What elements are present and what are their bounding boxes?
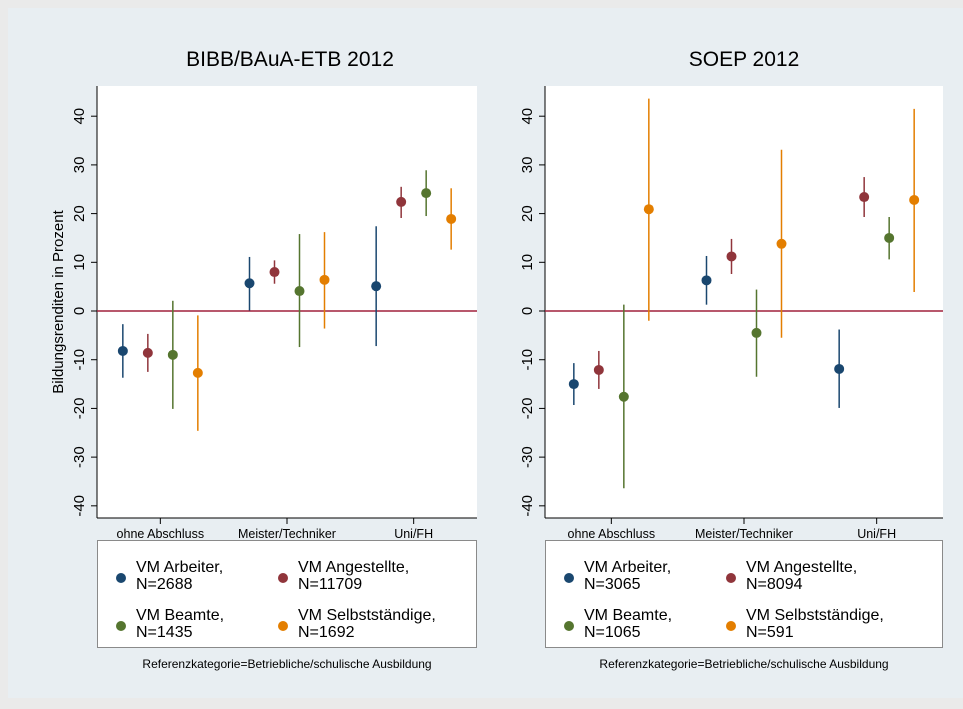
x-tick-label: Meister/Techniker <box>695 527 793 541</box>
point <box>859 192 870 203</box>
legend-marker <box>278 573 288 583</box>
point <box>701 275 712 286</box>
x-tick-label: Uni/FH <box>394 527 433 541</box>
y-tick-label: 30 <box>71 157 88 174</box>
point <box>751 327 762 338</box>
point <box>909 194 920 205</box>
legend-label: VM Arbeiter, N=2688 <box>136 559 224 593</box>
y-tick-label: 20 <box>71 205 88 222</box>
y-tick-label: -10 <box>71 349 88 371</box>
point <box>643 204 654 215</box>
y-axis-label: Bildungsrenditen in Prozent <box>50 209 67 393</box>
legend-marker <box>564 621 574 631</box>
y-tick-label: 10 <box>71 254 88 271</box>
legend: VM Arbeiter, N=2688 VM Angestellte, N=117… <box>97 540 477 648</box>
y-tick-label: -40 <box>71 495 88 517</box>
point <box>371 281 382 292</box>
point <box>726 251 737 262</box>
y-tick-label: -10 <box>519 349 536 371</box>
legend-label: VM Beamte, N=1435 <box>136 607 225 641</box>
y-tick-label: 40 <box>519 108 536 125</box>
legend-marker <box>726 573 736 583</box>
y-tick-label: -20 <box>71 398 88 420</box>
legend-label: VM Beamte, N=1065 <box>584 607 673 641</box>
x-tick-label: ohne Abschluss <box>117 527 205 541</box>
y-tick-label: 40 <box>71 108 88 125</box>
legend-marker <box>564 573 574 583</box>
y-tick-label: 30 <box>519 157 536 174</box>
y-tick-label: 10 <box>519 254 536 271</box>
note: Referenzkategorie=Betriebliche/schulisch… <box>599 657 889 671</box>
x-tick-label: Meister/Techniker <box>238 527 336 541</box>
legend-marker <box>116 573 126 583</box>
legend-label: VM Arbeiter, N=3065 <box>584 559 672 593</box>
point <box>269 267 280 278</box>
point <box>244 278 255 289</box>
x-tick-label: ohne Abschluss <box>568 527 656 541</box>
chart-title: SOEP 2012 <box>689 48 800 71</box>
point <box>884 232 895 243</box>
legend-label: VM Selbstständige, N=1692 <box>298 607 436 641</box>
point <box>446 213 457 224</box>
legend-marker <box>116 621 126 631</box>
legend-marker <box>726 621 736 631</box>
point <box>142 347 153 358</box>
x-tick-label: Uni/FH <box>857 527 896 541</box>
legend-label: VM Angestellte, N=11709 <box>298 559 410 593</box>
point <box>192 367 203 378</box>
point <box>294 286 305 297</box>
point <box>167 349 178 360</box>
plot-area <box>97 86 477 518</box>
y-tick-label: 20 <box>519 205 536 222</box>
y-tick-label: 0 <box>519 307 536 315</box>
plot-area <box>545 86 943 518</box>
y-tick-label: -30 <box>519 446 536 468</box>
legend-label: VM Selbstständige, N=591 <box>746 607 884 641</box>
note: Referenzkategorie=Betriebliche/schulisch… <box>142 657 432 671</box>
point <box>117 345 128 356</box>
y-tick-label: -30 <box>71 446 88 468</box>
point <box>776 238 787 249</box>
y-tick-label: -40 <box>519 495 536 517</box>
point <box>618 391 629 402</box>
legend-label: VM Angestellte, N=8094 <box>746 559 858 593</box>
point <box>319 274 330 285</box>
y-tick-label: -20 <box>519 398 536 420</box>
legend-marker <box>278 621 288 631</box>
point <box>568 379 579 390</box>
point <box>834 363 845 374</box>
point <box>593 364 604 375</box>
chart-title: BIBB/BAuA-ETB 2012 <box>186 48 394 71</box>
y-tick-label: 0 <box>71 307 88 315</box>
legend: VM Arbeiter, N=3065 VM Angestellte, N=809… <box>545 540 943 648</box>
point <box>396 196 407 207</box>
point <box>421 188 432 199</box>
